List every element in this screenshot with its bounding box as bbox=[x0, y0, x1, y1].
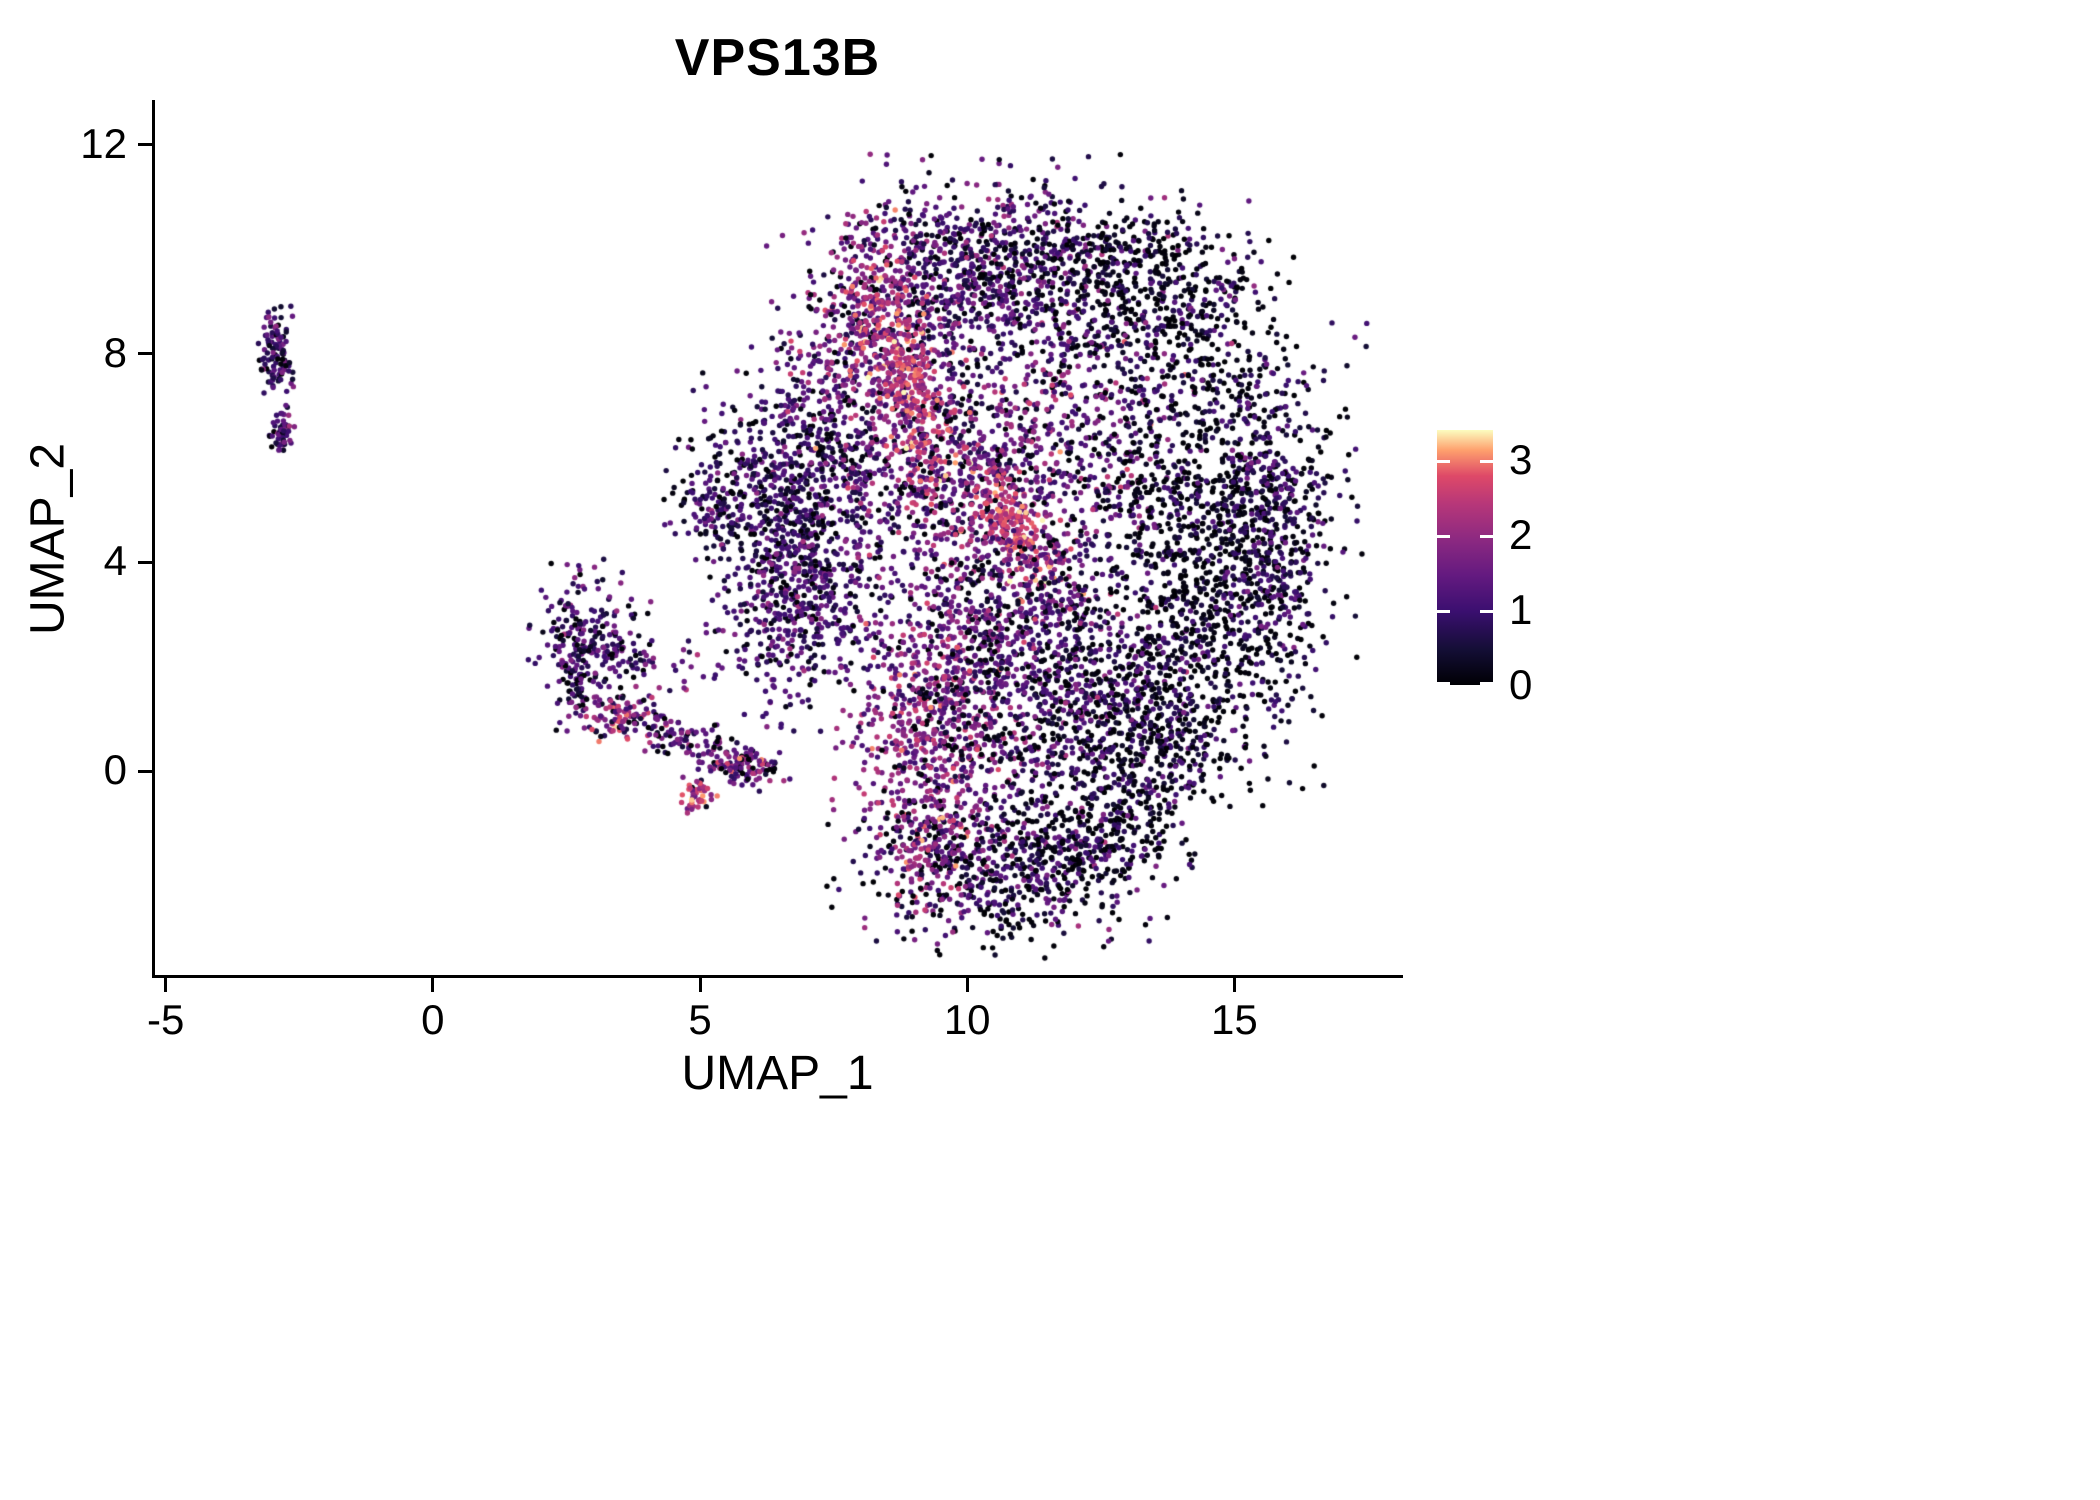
y-tick-label: 8 bbox=[103, 328, 127, 376]
colorbar-tick-label: 1 bbox=[1509, 586, 1533, 633]
colorbar-tick-mark bbox=[1437, 682, 1450, 685]
x-tick-mark bbox=[965, 978, 969, 992]
y-tick-mark bbox=[138, 143, 152, 147]
y-tick-label: 4 bbox=[103, 537, 127, 585]
x-tick-label: 10 bbox=[943, 996, 991, 1043]
x-tick-mark bbox=[1232, 978, 1236, 992]
colorbar-gradient bbox=[1437, 430, 1493, 685]
colorbar-tick-mark bbox=[1480, 610, 1493, 613]
colorbar-tick-label: 0 bbox=[1509, 661, 1533, 708]
y-tick-label: 0 bbox=[103, 746, 127, 794]
x-tick-mark bbox=[698, 978, 702, 992]
colorbar-tick-mark bbox=[1437, 535, 1450, 538]
x-tick-label: 0 bbox=[421, 996, 445, 1043]
colorbar-tick-mark bbox=[1480, 460, 1493, 463]
umap-scatter-canvas bbox=[155, 103, 1400, 975]
y-tick-label: 12 bbox=[80, 119, 127, 167]
colorbar-tick-mark bbox=[1480, 535, 1493, 538]
x-tick-label: -5 bbox=[146, 996, 185, 1043]
colorbar-tick-mark bbox=[1437, 610, 1450, 613]
x-axis-line bbox=[152, 975, 1403, 978]
x-tick-label: 5 bbox=[688, 996, 712, 1043]
x-tick-label: 15 bbox=[1210, 996, 1258, 1043]
colorbar-tick-mark bbox=[1480, 682, 1493, 685]
x-axis-label: UMAP_1 bbox=[681, 1047, 874, 1100]
y-tick-mark bbox=[138, 352, 152, 356]
y-tick-mark bbox=[138, 769, 152, 773]
x-tick-mark bbox=[431, 978, 435, 992]
y-axis-label: UMAP_2 bbox=[21, 442, 75, 636]
plot-area bbox=[155, 103, 1400, 975]
colorbar-tick-label: 2 bbox=[1509, 511, 1533, 558]
colorbar-tick-label: 3 bbox=[1509, 436, 1533, 483]
colorbar-tick-mark bbox=[1437, 460, 1450, 463]
y-axis-line bbox=[152, 100, 155, 978]
x-tick-mark bbox=[164, 978, 168, 992]
y-tick-mark bbox=[138, 560, 152, 564]
chart-title: VPS13B bbox=[674, 29, 881, 87]
